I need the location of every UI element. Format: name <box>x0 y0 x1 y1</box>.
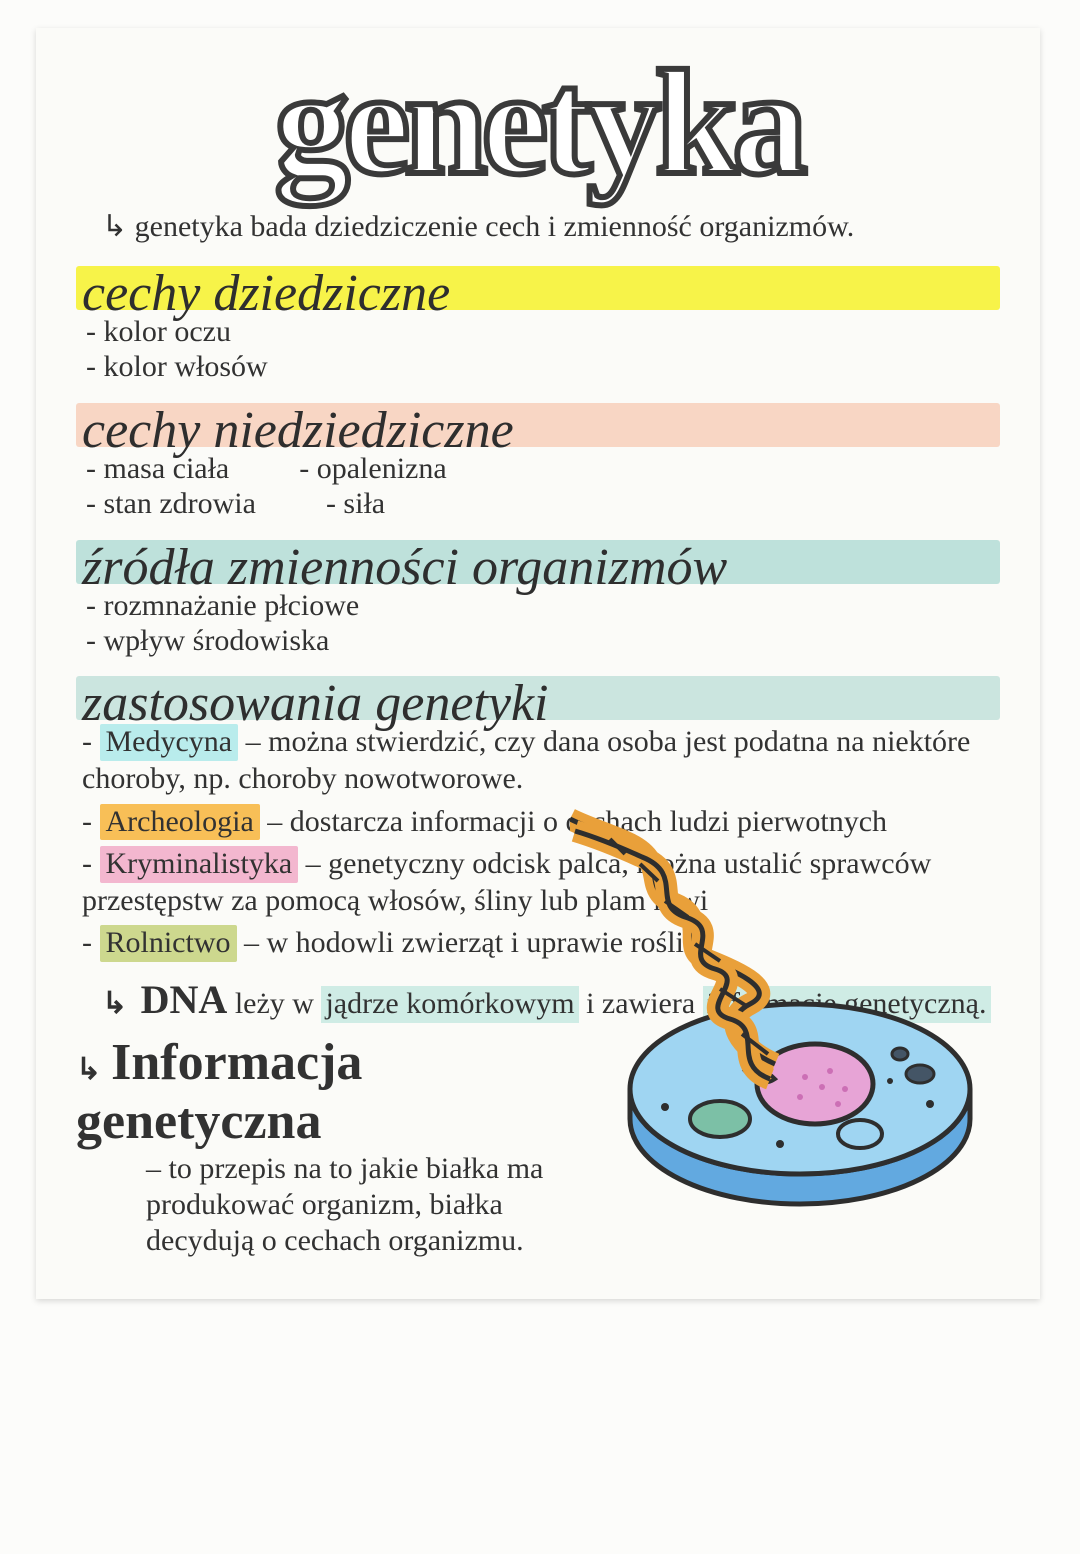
list-item: - siła <box>326 486 385 521</box>
dna-label: DNA <box>141 977 228 1022</box>
list-item: - kolor włosów <box>86 349 1000 384</box>
study-note-page: genetyka ↳ genetyka bada dziedziczenie c… <box>36 28 1040 1299</box>
info-text: ↳ Informacja genetyczna – to przepis na … <box>76 1033 596 1259</box>
arrow-icon: ↳ <box>102 987 127 1020</box>
app-key: Rolnictwo <box>100 925 237 962</box>
cell-dna-diagram <box>570 809 1010 1229</box>
section-4-row: zastosowania genetyki <box>76 668 1000 722</box>
section-3-row: źródła zmienności organizmów <box>76 532 1000 586</box>
info-body: – to przepis na to jakie białka ma produ… <box>146 1151 596 1259</box>
dna-text: leży w <box>235 987 322 1020</box>
section-1-items: - kolor oczu - kolor włosów <box>86 314 1000 385</box>
section-2-heading: cechy niedziedziczne <box>76 401 520 460</box>
info-term-1: Informacja <box>111 1034 362 1091</box>
section-3-heading: źródła zmienności organizmów <box>76 538 733 597</box>
section-4-heading: zastosowania genetyki <box>76 674 555 733</box>
arrow-icon: ↳ <box>76 1053 101 1086</box>
page-title: genetyka <box>76 56 1000 191</box>
app-key: Archeologia <box>100 804 260 841</box>
list-item: - stan zdrowia <box>86 486 256 521</box>
cell-svg <box>570 809 1010 1229</box>
dna-highlight: jądrze komórkowym <box>321 986 578 1023</box>
section-1-heading: cechy dziedziczne <box>76 264 456 323</box>
section-3-items: - rozmnażanie płciowe - wpływ środowiska <box>86 588 1000 659</box>
section-2-items: - masa ciała - opalenizna - stan zdrowia… <box>86 451 1000 522</box>
app-key: Kryminalistyka <box>100 846 299 883</box>
info-term-2: genetyczna <box>76 1093 321 1150</box>
section-1-row: cechy dziedziczne <box>76 258 1000 312</box>
list-item: - wpływ środowiska <box>86 623 1000 658</box>
app-medycyna: - Medycyna – można stwierdzić, czy dana … <box>82 724 1000 797</box>
intro-line: ↳ genetyka bada dziedziczenie cech i zmi… <box>102 209 1000 244</box>
section-2-row: cechy niedziedziczne <box>76 395 1000 449</box>
